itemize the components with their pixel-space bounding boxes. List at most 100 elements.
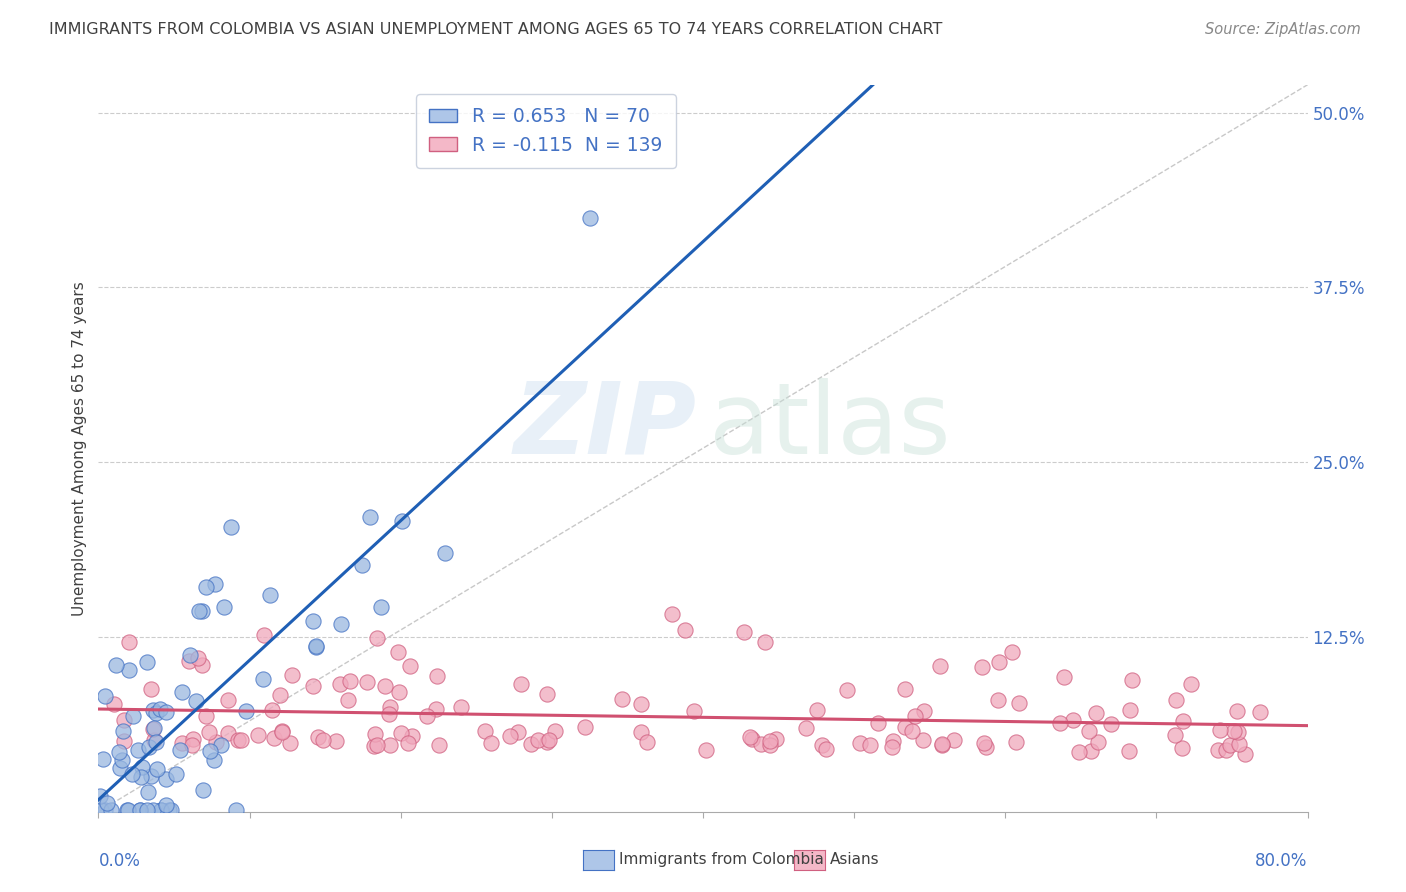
Point — [1119, 703, 1142, 717]
Point — [987, 692, 1010, 706]
Point — [630, 725, 652, 739]
Point — [226, 733, 249, 747]
Point — [904, 709, 927, 723]
Point — [866, 715, 889, 730]
Point — [121, 766, 143, 780]
Point — [1215, 743, 1237, 757]
Point — [612, 692, 634, 706]
Point — [1087, 734, 1109, 748]
Point — [131, 760, 153, 774]
Point — [751, 738, 773, 752]
Point — [1085, 706, 1108, 721]
Point — [169, 743, 191, 757]
Point — [143, 721, 166, 735]
Point — [312, 732, 335, 747]
Point — [806, 703, 828, 717]
Point — [145, 706, 167, 720]
Point — [214, 600, 236, 615]
Point — [217, 693, 239, 707]
Point — [138, 739, 160, 754]
Point — [733, 624, 755, 639]
Point — [195, 581, 218, 595]
Point — [187, 604, 209, 618]
Point — [181, 732, 204, 747]
Point — [139, 769, 162, 783]
Point — [942, 732, 965, 747]
Point — [835, 682, 858, 697]
Point — [339, 673, 361, 688]
Point — [695, 743, 717, 757]
Point — [974, 740, 997, 755]
Point — [1249, 705, 1271, 719]
Point — [474, 723, 496, 738]
Point — [350, 558, 373, 572]
Point — [150, 803, 173, 817]
Point — [880, 740, 903, 755]
Point — [578, 211, 600, 225]
Point — [364, 727, 387, 741]
Point — [305, 640, 328, 654]
Point — [247, 727, 270, 741]
Point — [1227, 737, 1250, 751]
Point — [1166, 692, 1188, 706]
Point — [149, 702, 172, 716]
Point — [179, 654, 201, 668]
Point — [184, 694, 207, 708]
Point — [1118, 744, 1140, 758]
Point — [302, 679, 325, 693]
Point — [536, 687, 558, 701]
Point — [129, 771, 152, 785]
Point — [329, 677, 352, 691]
Point — [356, 675, 378, 690]
Point — [139, 681, 162, 696]
Point — [1078, 723, 1101, 738]
Point — [1001, 645, 1024, 659]
Text: IMMIGRANTS FROM COLOMBIA VS ASIAN UNEMPLOYMENT AMONG AGES 65 TO 74 YEARS CORRELA: IMMIGRANTS FROM COLOMBIA VS ASIAN UNEMPL… — [49, 22, 942, 37]
Point — [337, 693, 360, 707]
Point — [754, 635, 776, 649]
Point — [661, 607, 683, 622]
Point — [1007, 697, 1029, 711]
Point — [1209, 723, 1232, 737]
Point — [388, 685, 411, 699]
Point — [271, 723, 294, 738]
Point — [235, 704, 257, 718]
Point — [111, 724, 134, 739]
Point — [370, 599, 392, 614]
Point — [200, 744, 222, 758]
Point — [118, 634, 141, 648]
Point — [1170, 741, 1192, 756]
Point — [1171, 714, 1194, 729]
Point — [142, 722, 165, 736]
Point — [115, 803, 138, 817]
Point — [204, 577, 226, 591]
Point — [738, 730, 761, 744]
Text: Immigrants from Colombia: Immigrants from Colombia — [619, 853, 824, 867]
Point — [271, 724, 294, 739]
Point — [105, 657, 128, 672]
Point — [544, 724, 567, 739]
Point — [117, 803, 139, 817]
Point — [433, 546, 456, 560]
Point — [229, 732, 252, 747]
Point — [179, 648, 201, 662]
Point — [765, 731, 787, 746]
Point — [103, 697, 125, 711]
Text: atlas: atlas — [709, 378, 950, 475]
Point — [479, 736, 502, 750]
Point — [146, 762, 169, 776]
Point — [112, 734, 135, 748]
Point — [811, 738, 834, 752]
Point — [359, 509, 381, 524]
Point — [205, 735, 228, 749]
Point — [387, 644, 409, 658]
Point — [281, 668, 304, 682]
Point — [127, 743, 149, 757]
Point — [882, 734, 904, 748]
Point — [366, 631, 388, 645]
Point — [391, 514, 413, 528]
Text: ZIP: ZIP — [515, 378, 697, 475]
Point — [219, 520, 242, 534]
Point — [1099, 716, 1122, 731]
Point — [683, 705, 706, 719]
